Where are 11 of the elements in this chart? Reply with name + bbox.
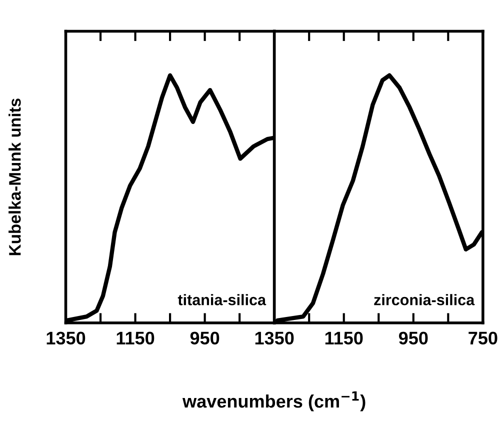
- y-axis-title: Kubelka-Munk units: [8, 98, 21, 256]
- x-tick-label: 1150: [116, 332, 154, 344]
- annotation: zirconia-silica: [374, 294, 475, 306]
- x-tick-label: 1350: [46, 332, 86, 345]
- x-tick-label: 950: [190, 332, 220, 344]
- x-axis-title: wavenumbers (cm$^{−1}$): [182, 391, 366, 412]
- x-tick-label: 950: [398, 332, 428, 344]
- annotation: titania-silica: [178, 294, 266, 306]
- x-tick-label: 1350: [255, 332, 294, 345]
- x-tick-label: 750: [468, 332, 498, 344]
- x-tick-label: 1150: [325, 332, 363, 344]
